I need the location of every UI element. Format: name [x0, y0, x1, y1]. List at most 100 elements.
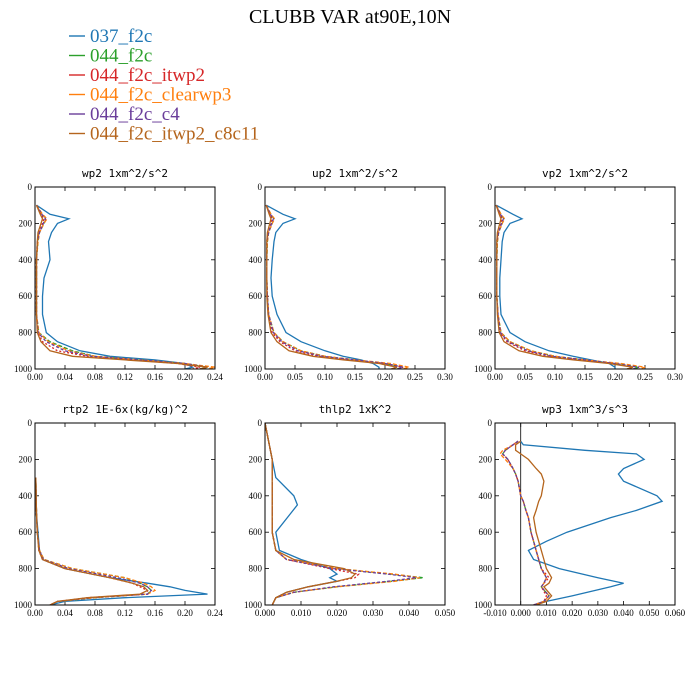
- x-tick-label: 0.20: [607, 372, 623, 382]
- y-tick-label: 1000: [474, 600, 493, 610]
- series-line-044_f2c_c4: [35, 204, 208, 369]
- plot-frame: [494, 422, 676, 606]
- x-tick-label: 0.30: [437, 372, 453, 382]
- series-line-044_f2c_itwp2_c8c11: [265, 204, 398, 369]
- series-line-044_f2c_clearwp3: [265, 423, 420, 605]
- y-tick-label: 600: [479, 527, 493, 537]
- x-tick-label: 0.20: [177, 372, 193, 382]
- panel-5: thlp2 1xK^2 0.000 0.010 0.020 0.030 0.040 0.05…: [244, 403, 456, 618]
- series-line-044_f2c_c4: [35, 477, 153, 605]
- panel-1: wp2 1xm^2/s^2 0.00 0.04 0.08 0.12 0.16 0.20 0.2…: [14, 167, 223, 382]
- y-tick-label: 200: [249, 454, 263, 464]
- x-tick-label: 0.04: [57, 608, 73, 618]
- y-tick-label: 400: [479, 255, 493, 265]
- series-line-044_f2c_itwp2_c8c11: [35, 204, 208, 369]
- series-line-044_f2c_itwp2: [265, 423, 360, 605]
- y-tick-label: 800: [249, 564, 263, 574]
- y-tick-label: 0: [258, 418, 263, 428]
- y-tick-label: 600: [249, 291, 263, 301]
- x-tick-label: 0.05: [517, 372, 533, 382]
- y-tick-label: 600: [479, 291, 493, 301]
- figure-title: CLUBB VAR at90E,10N: [249, 6, 451, 28]
- panel-title: wp2 1xm^2/s^2: [82, 167, 168, 180]
- y-tick-label: 1000: [474, 364, 493, 374]
- x-tick-label: 0.12: [117, 372, 133, 382]
- y-tick-label: 1000: [14, 364, 33, 374]
- series-line-044_f2c_itwp2: [501, 440, 550, 605]
- y-tick-label: 600: [19, 527, 33, 537]
- series-line-044_f2c: [35, 477, 153, 605]
- plot-frame: [494, 186, 676, 370]
- series-line-044_f2c_clearwp3: [265, 204, 410, 369]
- series-line-044_f2c_clearwp3: [499, 440, 550, 605]
- series-line-037_f2c: [35, 477, 208, 605]
- x-tick-label: 0.10: [547, 372, 563, 382]
- series-line-044_f2c: [501, 440, 550, 605]
- series-line-037_f2c: [36, 204, 195, 369]
- series-line-044_f2c: [35, 204, 208, 369]
- legend-label-1: 037_f2c: [90, 26, 152, 47]
- x-tick-label: 0.010: [536, 608, 557, 618]
- x-tick-label: 0.25: [407, 372, 423, 382]
- y-tick-label: 800: [249, 328, 263, 338]
- y-tick-label: 800: [479, 564, 493, 574]
- y-tick-label: 400: [249, 491, 263, 501]
- y-tick-label: 400: [249, 255, 263, 265]
- series-line-044_f2c_itwp2_c8c11: [35, 477, 149, 605]
- panel-title: vp2 1xm^2/s^2: [542, 167, 628, 180]
- y-tick-label: 200: [479, 218, 493, 228]
- y-tick-label: 0: [488, 182, 493, 192]
- panel-title: rtp2 1E-6x(kg/kg)^2: [62, 403, 188, 416]
- x-tick-label: 0.30: [667, 372, 683, 382]
- legend-label-4: 044_f2c_clearwp3: [90, 85, 231, 106]
- y-tick-label: 0: [28, 182, 33, 192]
- x-tick-label: 0.20: [377, 372, 393, 382]
- series-line-044_f2c_itwp2_c8c11: [495, 204, 634, 369]
- x-tick-label: 0.20: [177, 608, 193, 618]
- y-tick-label: 400: [19, 491, 33, 501]
- series-line-044_f2c_itwp2_c8c11: [514, 440, 553, 605]
- y-tick-label: 1000: [244, 364, 263, 374]
- x-tick-label: 0.020: [327, 608, 348, 618]
- series-line-037_f2c: [520, 440, 664, 605]
- series-line-037_f2c: [265, 204, 380, 369]
- panels-grid: wp2 1xm^2/s^2 0.00 0.04 0.08 0.12 0.16 0.20 0.2…: [14, 167, 686, 618]
- y-tick-label: 1000: [244, 600, 263, 610]
- y-tick-label: 800: [479, 328, 493, 338]
- x-tick-label: 0.060: [665, 608, 686, 618]
- panel-title: up2 1xm^2/s^2: [312, 167, 398, 180]
- y-tick-label: 400: [19, 255, 33, 265]
- y-tick-label: 1000: [14, 600, 33, 610]
- legend: 037_f2c044_f2c044_f2c_itwp2044_f2c_clear…: [69, 26, 259, 145]
- x-tick-label: 0.000: [255, 608, 276, 618]
- series-line-044_f2c_itwp2: [35, 477, 149, 605]
- y-tick-label: 400: [479, 491, 493, 501]
- y-tick-label: 200: [19, 454, 33, 464]
- y-tick-label: 200: [249, 218, 263, 228]
- plot-frame: [34, 186, 216, 370]
- legend-label-2: 044_f2c: [90, 46, 152, 67]
- x-tick-label: 0.15: [577, 372, 593, 382]
- series-line-044_f2c_c4: [265, 204, 404, 369]
- legend-label-3: 044_f2c_itwp2: [90, 65, 205, 86]
- panel-title: thlp2 1xK^2: [319, 403, 392, 416]
- y-tick-label: 800: [19, 328, 33, 338]
- plot-frame: [264, 422, 446, 606]
- x-tick-label: 0.040: [399, 608, 420, 618]
- x-tick-label: 0.020: [562, 608, 583, 618]
- y-tick-label: 0: [258, 182, 263, 192]
- x-tick-label: 0.000: [511, 608, 532, 618]
- panel-title: wp3 1xm^3/s^3: [542, 403, 628, 416]
- series-line-044_f2c_clearwp3: [495, 204, 646, 369]
- series-line-044_f2c_c4: [265, 423, 417, 605]
- panel-3: vp2 1xm^2/s^2 0.00 0.05 0.10 0.15 0.20 0.25 0.3…: [474, 167, 683, 382]
- x-tick-label: 0.00: [27, 608, 43, 618]
- x-tick-label: 0.10: [317, 372, 333, 382]
- x-tick-label: 0.24: [207, 372, 223, 382]
- x-tick-label: 0.010: [291, 608, 312, 618]
- x-tick-label: 0.08: [87, 608, 103, 618]
- series-line-037_f2c: [495, 204, 616, 369]
- x-tick-label: 0.050: [435, 608, 456, 618]
- series-line-044_f2c_itwp2: [265, 204, 404, 369]
